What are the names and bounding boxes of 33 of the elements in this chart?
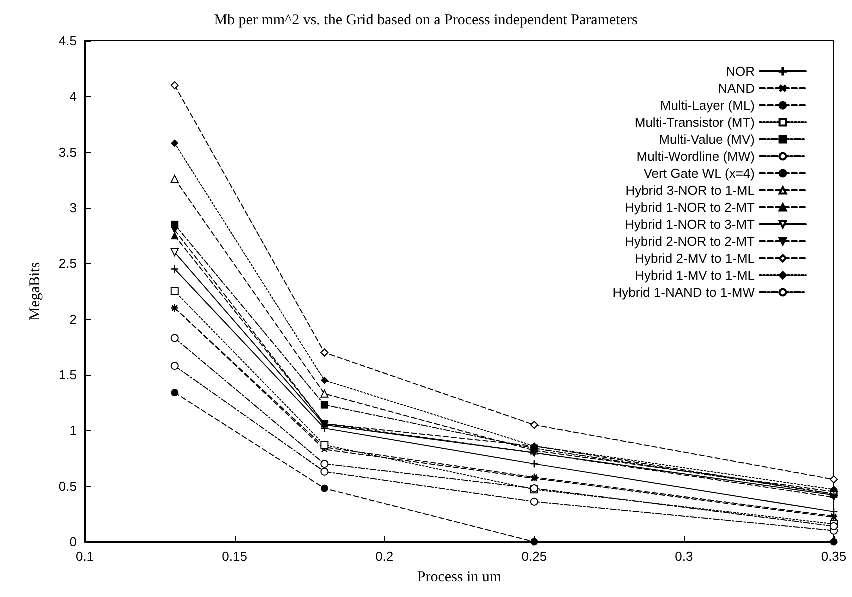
legend-label: Multi-Transistor (MT) [634,115,755,130]
y-tick-label: 0 [70,534,77,550]
x-tick-label: 0.1 [76,549,94,564]
chart-title: Mb per mm^2 vs. the Grid based on a Process independent Parameters [214,12,638,28]
x-tick-label: 0.25 [522,549,548,564]
y-tick-label: 1 [70,423,77,438]
y-tick-label: 2 [70,312,77,327]
y-tick-label: 4.5 [58,34,77,48]
y-axis-title: MegaBits [28,262,44,321]
legend-label: Hybrid 1-NAND to 1-MW [612,285,756,300]
y-tick-label: 2.5 [58,256,77,272]
y-tick-label: 3 [70,200,77,216]
legend-label: NAND [718,81,755,96]
legend-label: Hybrid 2-NOR to 2-MT [624,234,756,249]
legend-label: Multi-Layer (ML) [660,98,755,113]
y-tick-label: 0.5 [58,478,77,494]
x-axis-title: Process in um [417,570,502,586]
legend-label: Vert Gate WL (x=4) [644,166,755,181]
y-tick-label: 3.5 [58,144,77,160]
x-tick-label: 0.15 [222,549,248,564]
y-tick-label: 1.5 [58,368,77,382]
x-tick-label: 0.3 [675,549,694,564]
legend-label: NOR [726,64,755,79]
legend-label: Multi-Value (MV) [659,132,755,147]
legend-label: Multi-Wordline (MW) [636,149,755,164]
x-tick-label: 0.2 [376,549,394,564]
x-tick-label: 0.35 [821,549,847,564]
legend-label: Hybrid 1-NOR to 2-MT [624,200,756,215]
legend-label: Hybrid 1-MV to 1-ML [635,268,755,283]
legend-label: Hybrid 2-MV to 1-ML [635,251,755,266]
legend-label: Hybrid 3-NOR to 1-ML [626,183,755,198]
y-tick-label: 4 [70,89,77,104]
legend-label: Hybrid 1-NOR to 3-MT [624,217,756,232]
